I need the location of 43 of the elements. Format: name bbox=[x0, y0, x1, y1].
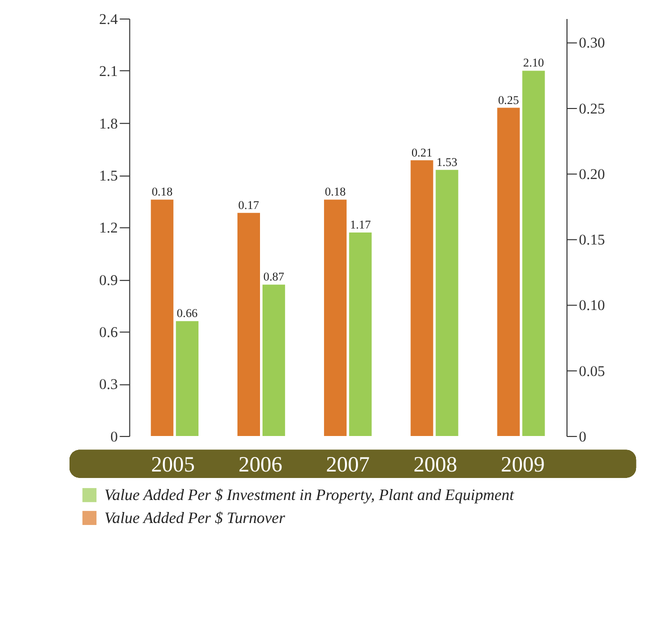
x-tick-label: 2009 bbox=[500, 452, 545, 477]
y2-tick-label: 0 bbox=[578, 429, 586, 446]
y2-tick-label: 0.10 bbox=[578, 298, 605, 314]
bar bbox=[436, 170, 458, 436]
data-label: 1.17 bbox=[350, 217, 371, 232]
y2-tick-label: 0.20 bbox=[578, 166, 605, 183]
x-tick-label: 2008 bbox=[413, 452, 458, 477]
bar bbox=[176, 321, 198, 436]
y-tick-label: 1.8 bbox=[99, 116, 118, 132]
y-tick-label: 1.5 bbox=[99, 168, 118, 185]
data-label: 0.18 bbox=[152, 184, 173, 199]
data-label: 0.66 bbox=[176, 306, 198, 320]
bar bbox=[522, 70, 545, 436]
bar bbox=[150, 200, 174, 436]
data-label: 0.87 bbox=[263, 270, 284, 284]
legend-label: Value Added Per $ Investment in Property, Plant and Equipment bbox=[104, 487, 514, 504]
bar bbox=[324, 200, 347, 436]
y2-tick-label: 0.15 bbox=[578, 232, 605, 249]
data-label: 0.21 bbox=[411, 145, 432, 160]
data-label: 0.18 bbox=[324, 184, 346, 199]
data-label: 0.17 bbox=[238, 198, 260, 212]
y-tick-label: 2.1 bbox=[99, 64, 118, 80]
bar bbox=[410, 160, 434, 436]
bar bbox=[497, 108, 520, 436]
y-tick-label: 0.9 bbox=[99, 272, 118, 289]
x-tick-label: 2006 bbox=[238, 452, 282, 477]
bar bbox=[262, 284, 286, 436]
y2-tick-label: 0.25 bbox=[578, 101, 605, 118]
y-tick-label: 0.3 bbox=[99, 377, 118, 394]
x-tick-label: 2005 bbox=[151, 452, 195, 477]
x-tick-label: 2007 bbox=[326, 452, 370, 477]
y-tick-label: 1.2 bbox=[99, 220, 118, 237]
y-tick-label: 2.4 bbox=[99, 12, 118, 28]
y-tick-label: 0 bbox=[110, 429, 118, 446]
bar bbox=[349, 232, 372, 436]
y2-tick-label: 0.30 bbox=[578, 36, 605, 52]
data-label: 0.25 bbox=[498, 92, 519, 107]
data-label: 2.10 bbox=[523, 56, 544, 70]
y2-tick-label: 0.05 bbox=[578, 364, 605, 380]
y-tick-label: 0.6 bbox=[99, 325, 118, 342]
data-label: 1.53 bbox=[436, 154, 458, 169]
bar bbox=[237, 212, 260, 436]
legend-label: Value Added Per $ Turnover bbox=[104, 510, 286, 527]
